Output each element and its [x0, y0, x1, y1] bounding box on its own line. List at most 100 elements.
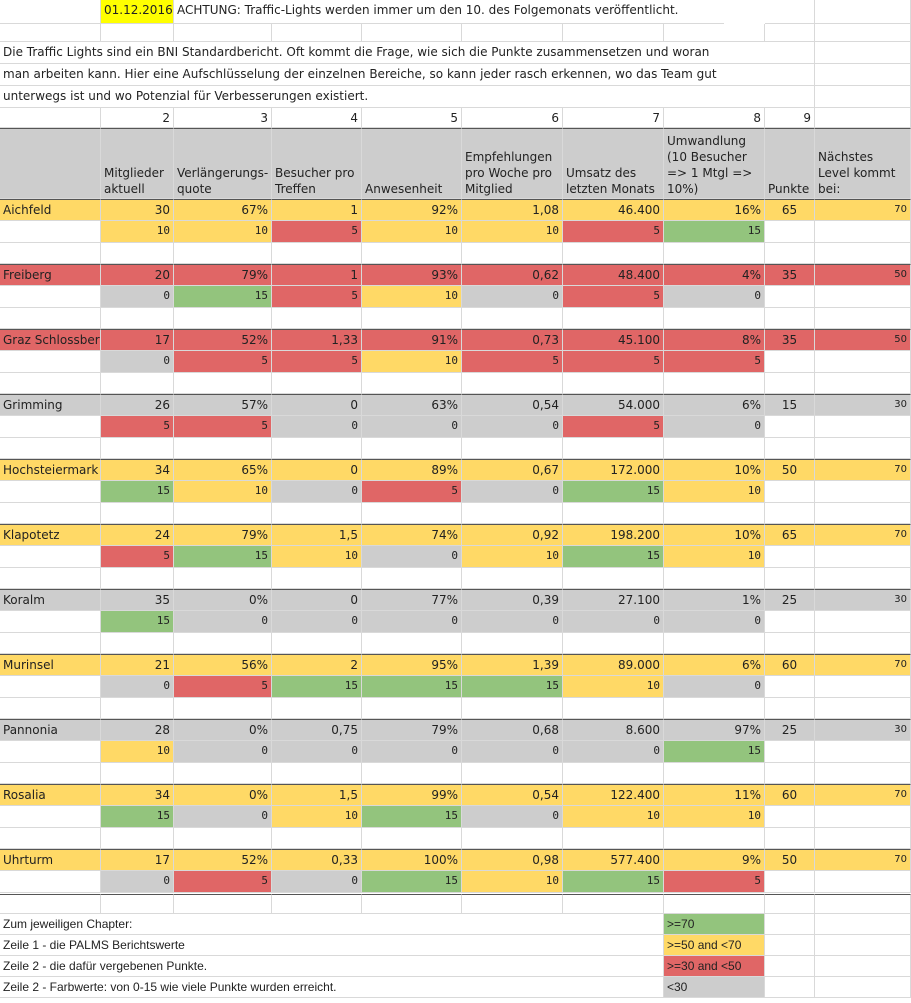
value-cell[interactable]: 56% — [174, 654, 272, 676]
points-total[interactable]: 60 — [765, 784, 815, 806]
intro-line[interactable]: man arbeiten kann. Hier eine Aufschlüsse… — [0, 64, 765, 86]
empty-cell[interactable] — [765, 546, 815, 568]
points-total[interactable]: 60 — [765, 654, 815, 676]
value-cell[interactable]: 0,98 — [462, 849, 563, 871]
points-cell[interactable]: 5 — [174, 676, 272, 698]
empty-cell[interactable] — [101, 308, 174, 329]
empty-cell[interactable] — [563, 828, 664, 849]
empty-cell[interactable] — [765, 568, 815, 589]
empty-cell[interactable] — [765, 308, 815, 329]
empty-cell[interactable] — [462, 633, 563, 654]
value-cell[interactable]: 1% — [664, 589, 765, 611]
points-cell[interactable]: 15 — [563, 546, 664, 568]
empty-cell[interactable] — [101, 438, 174, 459]
value-cell[interactable]: 0,39 — [462, 589, 563, 611]
value-cell[interactable]: 9% — [664, 849, 765, 871]
value-cell[interactable]: 172.000 — [563, 459, 664, 481]
value-cell[interactable]: 0,73 — [462, 329, 563, 351]
empty-cell[interactable] — [765, 481, 815, 503]
points-cell[interactable]: 5 — [664, 871, 765, 893]
chapter-name[interactable]: Pannonia — [0, 719, 101, 741]
points-cell[interactable]: 15 — [362, 676, 462, 698]
empty-cell[interactable] — [815, 546, 911, 568]
value-cell[interactable]: 16% — [664, 199, 765, 221]
points-cell[interactable]: 10 — [101, 741, 174, 763]
empty-cell[interactable] — [101, 894, 174, 914]
points-cell[interactable]: 0 — [563, 611, 664, 633]
empty-cell[interactable] — [362, 308, 462, 329]
points-cell[interactable]: 5 — [272, 286, 362, 308]
value-cell[interactable]: 45.100 — [563, 329, 664, 351]
empty-cell[interactable] — [174, 828, 272, 849]
empty-cell[interactable] — [765, 977, 815, 998]
value-cell[interactable]: 577.400 — [563, 849, 664, 871]
empty-cell[interactable] — [765, 0, 815, 24]
points-total[interactable]: 25 — [765, 589, 815, 611]
column-header[interactable]: Mitglieder aktuell — [101, 128, 174, 199]
value-cell[interactable]: 0,33 — [272, 849, 362, 871]
empty-cell[interactable] — [563, 568, 664, 589]
points-cell[interactable]: 5 — [174, 871, 272, 893]
empty-cell[interactable] — [765, 894, 815, 914]
value-cell[interactable]: 48.400 — [563, 264, 664, 286]
empty-cell[interactable] — [0, 416, 101, 438]
points-cell[interactable]: 0 — [664, 676, 765, 698]
empty-cell[interactable] — [664, 828, 765, 849]
value-cell[interactable]: 0% — [174, 719, 272, 741]
empty-cell[interactable] — [362, 828, 462, 849]
points-cell[interactable]: 15 — [101, 481, 174, 503]
chapter-name[interactable]: Murinsel — [0, 654, 101, 676]
value-cell[interactable]: 89% — [362, 459, 462, 481]
points-cell[interactable]: 5 — [174, 351, 272, 373]
points-cell[interactable]: 0 — [462, 481, 563, 503]
value-cell[interactable]: 79% — [174, 524, 272, 546]
empty-cell[interactable] — [0, 481, 101, 503]
empty-cell[interactable] — [815, 286, 911, 308]
empty-cell[interactable] — [765, 416, 815, 438]
empty-cell[interactable] — [272, 308, 362, 329]
empty-cell[interactable] — [815, 698, 911, 719]
points-cell[interactable]: 15 — [362, 871, 462, 893]
value-cell[interactable]: 77% — [362, 589, 462, 611]
value-cell[interactable]: 100% — [362, 849, 462, 871]
empty-cell[interactable] — [664, 698, 765, 719]
points-cell[interactable]: 10 — [664, 546, 765, 568]
legend-note[interactable]: Zum jeweiligen Chapter: — [0, 914, 563, 935]
empty-cell[interactable] — [462, 503, 563, 524]
next-level[interactable]: 30 — [815, 589, 911, 611]
header-blank[interactable] — [0, 128, 101, 199]
value-cell[interactable]: 97% — [664, 719, 765, 741]
empty-cell[interactable] — [0, 373, 101, 394]
points-cell[interactable]: 15 — [101, 611, 174, 633]
points-total[interactable]: 50 — [765, 459, 815, 481]
empty-cell[interactable] — [815, 568, 911, 589]
points-cell[interactable]: 0 — [462, 286, 563, 308]
empty-cell[interactable] — [664, 633, 765, 654]
column-header[interactable]: Verlängerungs-quote — [174, 128, 272, 199]
points-cell[interactable]: 0 — [462, 611, 563, 633]
empty-cell[interactable] — [0, 308, 101, 329]
points-cell[interactable]: 10 — [563, 676, 664, 698]
points-cell[interactable]: 10 — [174, 221, 272, 243]
empty-cell[interactable] — [272, 894, 362, 914]
empty-cell[interactable] — [815, 935, 911, 956]
points-cell[interactable]: 10 — [362, 286, 462, 308]
legend-note[interactable]: Zeile 2 - die dafür vergebenen Punkte. — [0, 956, 563, 977]
empty-cell[interactable] — [765, 828, 815, 849]
points-cell[interactable]: 10 — [462, 871, 563, 893]
empty-cell[interactable] — [765, 806, 815, 828]
empty-cell[interactable] — [815, 914, 911, 935]
empty-cell[interactable] — [815, 24, 911, 42]
empty-cell[interactable] — [815, 108, 911, 128]
empty-cell[interactable] — [0, 698, 101, 719]
value-cell[interactable]: 34 — [101, 784, 174, 806]
value-cell[interactable]: 91% — [362, 329, 462, 351]
points-total[interactable]: 65 — [765, 199, 815, 221]
empty-cell[interactable] — [272, 633, 362, 654]
value-cell[interactable]: 63% — [362, 394, 462, 416]
empty-cell[interactable] — [563, 894, 664, 914]
empty-cell[interactable] — [272, 828, 362, 849]
empty-cell[interactable] — [0, 828, 101, 849]
points-cell[interactable]: 0 — [664, 416, 765, 438]
points-cell[interactable]: 0 — [362, 416, 462, 438]
